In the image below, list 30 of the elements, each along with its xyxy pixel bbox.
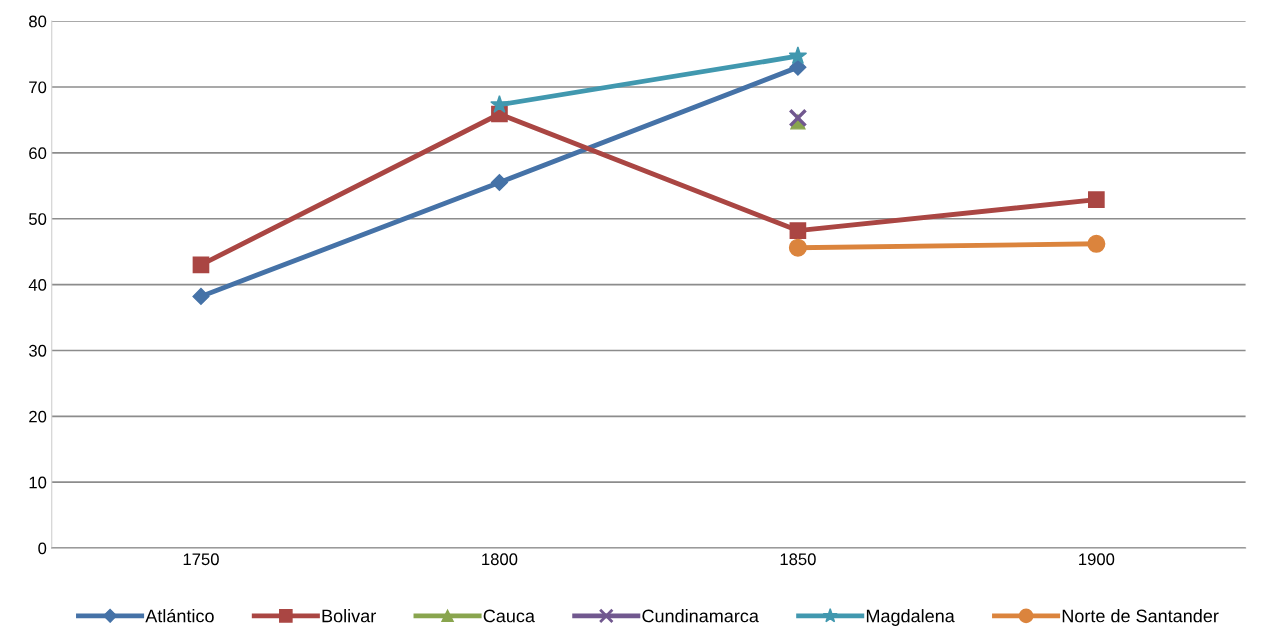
point [789,222,807,239]
legend-label: Cundinamarca [642,609,759,623]
x-tick-label: 1900 [1079,553,1115,566]
legend-label: Cauca [483,609,535,623]
point [1087,234,1106,253]
y-tick-label: 40 [28,279,47,291]
legend-label: Atlántico [145,608,214,623]
y-tick-label: 50 [29,213,47,225]
point [789,58,807,76]
point [192,256,210,274]
point [788,238,807,257]
y-tick-label: 80 [29,15,47,28]
point [490,95,509,113]
y-tick-label: 10 [29,476,47,489]
y-tick-label: 20 [29,410,47,423]
y-tick-label: 30 [28,344,47,357]
x-tick-label: 1850 [780,553,816,566]
point [192,287,210,306]
x-tick-label: 1800 [482,553,518,566]
y-tick-label: 0 [38,542,47,555]
point [490,173,508,192]
point [788,108,808,128]
point [788,46,808,65]
point [1088,191,1105,208]
y-tick-label: 60 [29,147,47,160]
legend-label: Magdalena [866,609,955,626]
x-tick-label: 1750 [183,553,219,566]
y-tick-label: 70 [29,81,47,94]
legend-label: Bolivar [322,609,376,623]
legend-label: Norte de Santander [1062,609,1219,623]
